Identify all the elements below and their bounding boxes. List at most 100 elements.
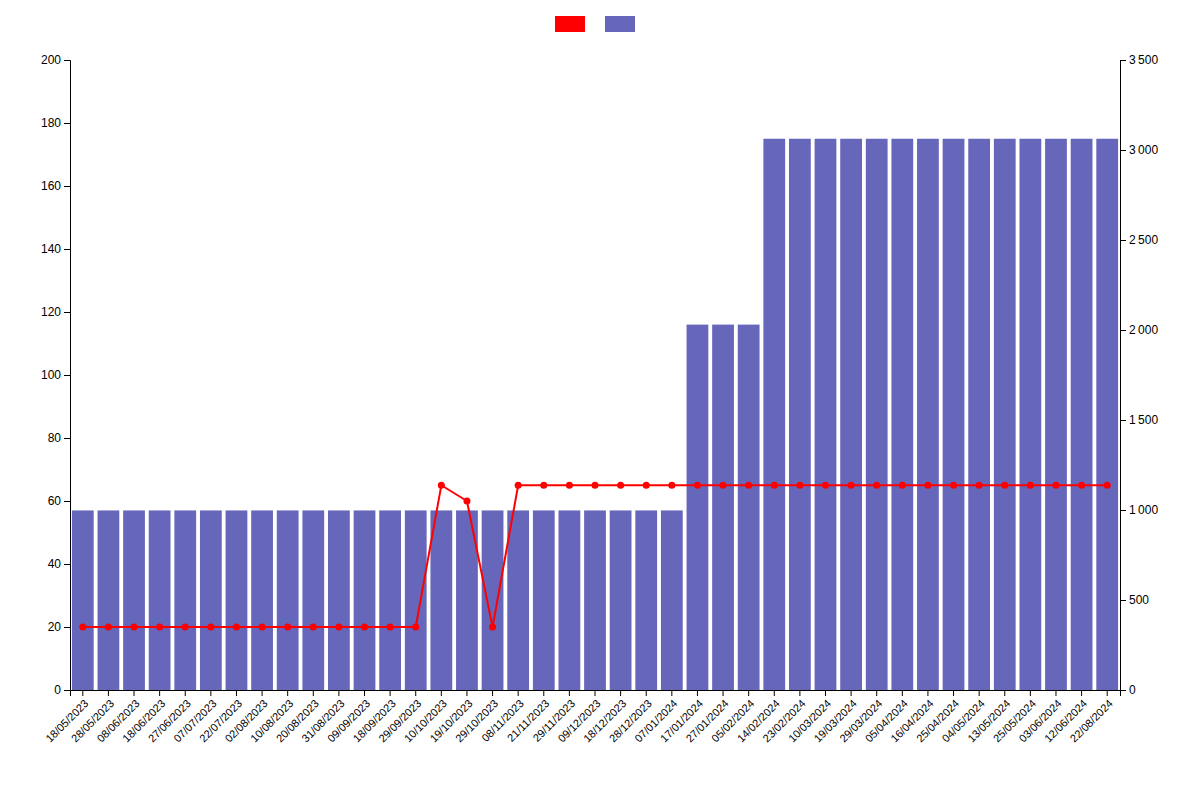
bar bbox=[174, 510, 196, 690]
tick-mark bbox=[902, 690, 903, 696]
tick-mark bbox=[1120, 240, 1126, 241]
tick-mark bbox=[236, 690, 237, 696]
tick-label: 500 bbox=[1129, 593, 1149, 607]
tick-mark bbox=[390, 690, 391, 696]
marker bbox=[848, 482, 855, 489]
tick-mark bbox=[1120, 150, 1126, 151]
marker bbox=[463, 498, 470, 505]
tick-mark bbox=[159, 690, 160, 696]
marker bbox=[335, 624, 342, 631]
tick-mark bbox=[799, 690, 800, 696]
tick-mark bbox=[134, 690, 135, 696]
marker bbox=[668, 482, 675, 489]
x-axis: 18/05/202328/05/202308/06/202318/06/2023… bbox=[43, 690, 1120, 744]
bar bbox=[635, 510, 657, 690]
bar bbox=[994, 139, 1016, 690]
tick-label: 2 000 bbox=[1129, 323, 1158, 337]
bar bbox=[763, 139, 785, 690]
tick: 40 bbox=[48, 557, 70, 571]
marker bbox=[976, 482, 983, 489]
tick-mark bbox=[518, 690, 519, 696]
bar bbox=[302, 510, 324, 690]
marker bbox=[182, 624, 189, 631]
tick-mark bbox=[851, 690, 852, 696]
tick-mark bbox=[64, 438, 70, 439]
bar bbox=[1071, 139, 1093, 690]
tick-mark bbox=[441, 690, 442, 696]
bar bbox=[507, 510, 529, 690]
marker bbox=[694, 482, 701, 489]
bar bbox=[405, 510, 427, 690]
tick-label: 120 bbox=[41, 305, 61, 319]
marks bbox=[72, 139, 1118, 690]
tick-mark bbox=[646, 690, 647, 696]
tick-mark bbox=[287, 690, 288, 696]
marker bbox=[1027, 482, 1034, 489]
tick-label: 0 bbox=[1129, 683, 1136, 697]
tick-mark bbox=[543, 690, 544, 696]
tick-label: 1 000 bbox=[1129, 503, 1158, 517]
marker bbox=[643, 482, 650, 489]
marker bbox=[1001, 482, 1008, 489]
tick-mark bbox=[1120, 690, 1126, 691]
bar bbox=[98, 510, 120, 690]
tick-mark bbox=[82, 690, 83, 696]
marker bbox=[745, 482, 752, 489]
tick: 20 bbox=[48, 620, 70, 634]
tick-mark bbox=[64, 375, 70, 376]
bar bbox=[840, 139, 862, 690]
bar bbox=[200, 510, 222, 690]
tick: 2 000 bbox=[1120, 323, 1158, 337]
tick-label: 22/08/2024 bbox=[1068, 697, 1115, 744]
tick-mark bbox=[1107, 690, 1108, 696]
tick: 100 bbox=[41, 368, 70, 382]
tick-mark bbox=[1004, 690, 1005, 696]
tick-mark bbox=[1120, 60, 1126, 61]
tick: 500 bbox=[1120, 593, 1149, 607]
bar bbox=[251, 510, 273, 690]
bar bbox=[482, 510, 504, 690]
y2-axis: 05001 0001 5002 0002 5003 0003 500 bbox=[1120, 53, 1158, 697]
marker bbox=[771, 482, 778, 489]
tick-mark bbox=[774, 690, 775, 696]
marker bbox=[131, 624, 138, 631]
tick-mark bbox=[313, 690, 314, 696]
tick-mark bbox=[723, 690, 724, 696]
bar bbox=[891, 139, 913, 690]
tick-mark bbox=[64, 123, 70, 124]
bar bbox=[661, 510, 683, 690]
marker bbox=[1052, 482, 1059, 489]
bar bbox=[815, 139, 837, 690]
legend-swatch bbox=[605, 16, 635, 32]
bar bbox=[1096, 139, 1118, 690]
tick-mark bbox=[338, 690, 339, 696]
tick-mark bbox=[415, 690, 416, 696]
tick: 200 bbox=[41, 53, 70, 67]
tick-mark bbox=[569, 690, 570, 696]
tick-mark bbox=[671, 690, 672, 696]
tick-mark bbox=[927, 690, 928, 696]
tick: 0 bbox=[1120, 683, 1136, 697]
tick: 80 bbox=[48, 431, 70, 445]
tick-label: 80 bbox=[48, 431, 62, 445]
marker bbox=[233, 624, 240, 631]
tick-mark bbox=[262, 690, 263, 696]
marker bbox=[156, 624, 163, 631]
tick-label: 60 bbox=[48, 494, 62, 508]
line bbox=[83, 485, 1107, 627]
tick-label: 200 bbox=[41, 53, 61, 67]
marker bbox=[489, 624, 496, 631]
tick-label: 40 bbox=[48, 557, 62, 571]
tick: 160 bbox=[41, 179, 70, 193]
tick-mark bbox=[64, 564, 70, 565]
tick: 180 bbox=[41, 116, 70, 130]
marker bbox=[796, 482, 803, 489]
bar bbox=[354, 510, 376, 690]
marker bbox=[310, 624, 317, 631]
marker bbox=[873, 482, 880, 489]
marker bbox=[592, 482, 599, 489]
tick-label: 160 bbox=[41, 179, 61, 193]
marker bbox=[438, 482, 445, 489]
tick-mark bbox=[1030, 690, 1031, 696]
bar bbox=[328, 510, 350, 690]
